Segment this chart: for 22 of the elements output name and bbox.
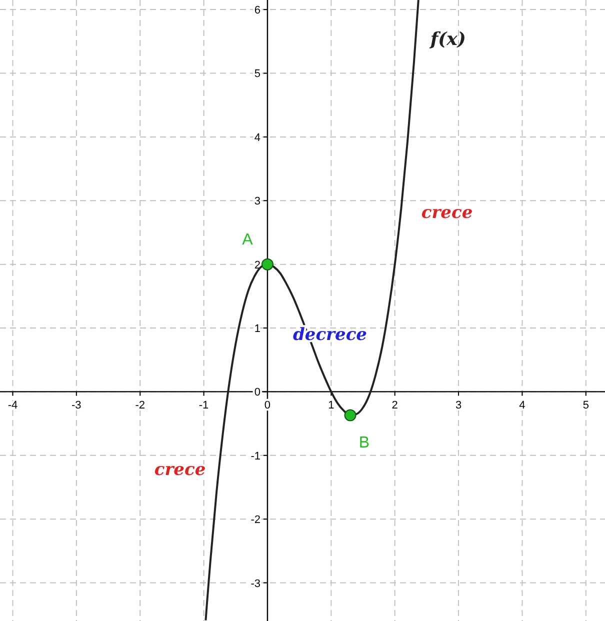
annotation: crece	[154, 460, 206, 480]
y-tick-label: -1	[250, 450, 260, 462]
y-tick-label: 6	[254, 4, 260, 17]
x-tick-label: 2	[392, 400, 398, 412]
y-tick-label: -3	[250, 578, 260, 590]
y-tick-label: -2	[250, 514, 260, 526]
y-tick-label: 5	[254, 68, 260, 80]
y-tick-label: 4	[254, 132, 260, 144]
series-label: A	[242, 231, 254, 248]
y-tick-label: 1	[254, 323, 260, 336]
x-tick-label: 4	[519, 400, 526, 412]
x-tick-label: 3	[455, 400, 462, 412]
x-tick-label: -1	[198, 400, 209, 412]
series-label: B	[358, 434, 370, 452]
x-tick-label: 1	[328, 400, 334, 412]
x-tick-label: -2	[135, 400, 145, 412]
x-tick-label: -3	[72, 400, 82, 412]
x-tick-label: -4	[8, 400, 18, 412]
annotation: crece	[421, 203, 473, 223]
y-tick-label: 3	[254, 196, 260, 208]
x-tick-label: 5	[582, 400, 589, 412]
series-label: f(x)	[428, 29, 466, 50]
